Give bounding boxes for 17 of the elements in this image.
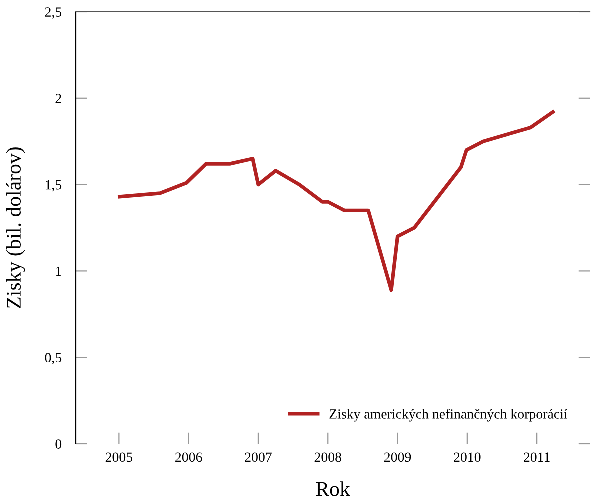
y-tick-label: 1 <box>56 266 62 276</box>
x-tick-label: 2009 <box>384 452 412 462</box>
line-series <box>118 110 555 292</box>
y-tick-label: 1,5 <box>46 180 62 192</box>
x-tick-label: 2007 <box>245 452 272 462</box>
legend-label: Zisky amerických nefinančných korporácií <box>330 409 568 422</box>
x-tick-label: 2008 <box>314 452 342 462</box>
x-tick-label: 2006 <box>176 452 202 462</box>
y-tick-label: 2,5 <box>45 8 62 19</box>
y-tick-label: 0 <box>56 440 62 449</box>
y-tick-label: 0,5 <box>45 353 62 365</box>
x-axis-title: Rok <box>316 482 350 496</box>
x-tick-label: 2010 <box>454 452 481 462</box>
y-axis-title: Zisky (bil. dolárov) <box>6 148 26 308</box>
y-tick-label: 2 <box>56 94 62 104</box>
x-tick-label: 2005 <box>106 452 133 462</box>
x-tick-label: 2011 <box>524 452 550 462</box>
